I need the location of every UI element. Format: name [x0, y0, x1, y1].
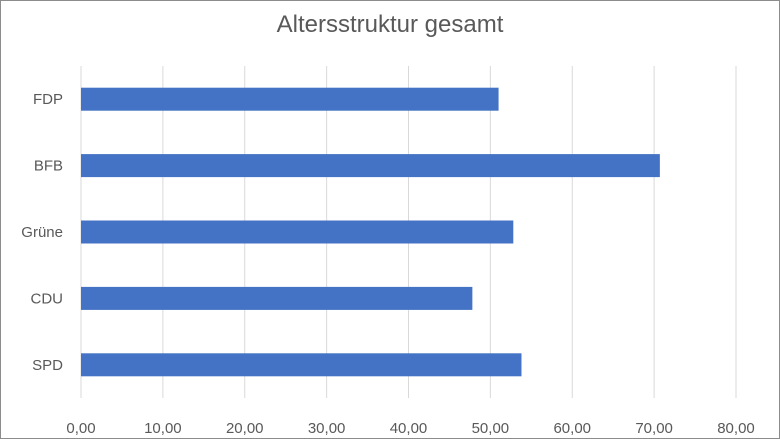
- x-tick-label: 20,00: [226, 420, 264, 437]
- x-tick-label: 60,00: [553, 420, 591, 437]
- x-tick-label: 0,00: [66, 420, 95, 437]
- chart-title: Altersstruktur gesamt: [277, 11, 504, 38]
- x-tick-label: 50,00: [472, 420, 510, 437]
- category-label: SPD: [32, 357, 63, 374]
- category-labels: FDP BFB Grüne CDU SPD: [21, 91, 63, 374]
- bar-grüne: [81, 220, 514, 244]
- category-label: Grüne: [21, 224, 63, 241]
- x-tick-label: 10,00: [144, 420, 182, 437]
- x-tick-label: 70,00: [635, 420, 673, 437]
- category-label: CDU: [31, 290, 64, 307]
- x-tick-label: 30,00: [308, 420, 346, 437]
- bar-fdp: [81, 87, 499, 111]
- bars: [81, 87, 660, 377]
- bar-spd: [81, 353, 522, 377]
- bar-bfb: [81, 154, 660, 178]
- x-tick-label: 80,00: [717, 420, 755, 437]
- x-tick-labels: 0,00 10,00 20,00 30,00 40,00 50,00 60,00 70,00 8…: [66, 420, 754, 437]
- x-tick-label: 40,00: [390, 420, 428, 437]
- category-label: FDP: [33, 91, 63, 108]
- category-label: BFB: [34, 158, 63, 175]
- bar-cdu: [81, 286, 473, 310]
